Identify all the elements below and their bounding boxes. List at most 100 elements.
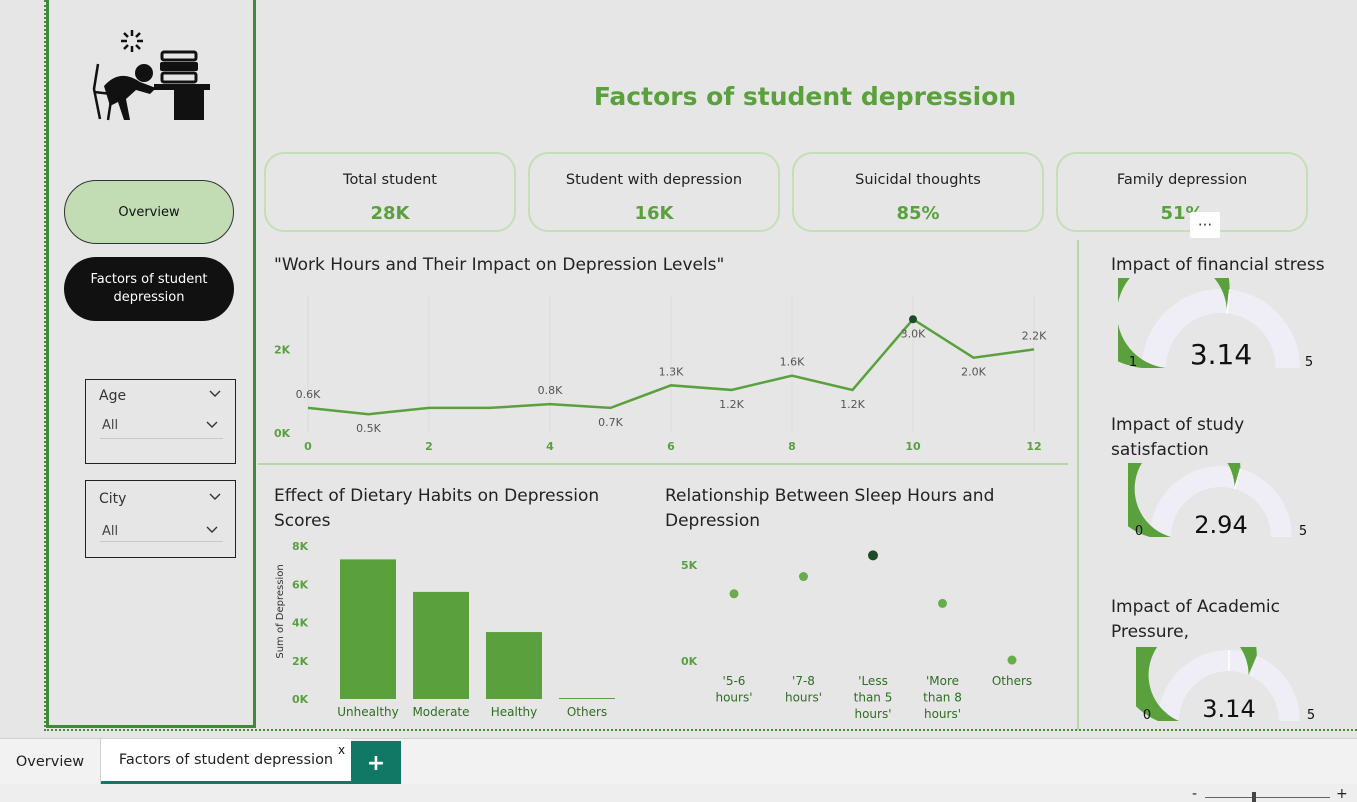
kpi-label: Total student (343, 172, 437, 188)
work-hours-line-chart[interactable]: 0K 2K 0 2 4 6 8 10 12 0.6K 0.5K 0.8K 0.7K 1.3K 1.2K 1.6… (258, 285, 1068, 460)
chevron-down-icon[interactable] (206, 421, 218, 429)
gauge-target-line (1226, 289, 1231, 314)
x-tick-label: '5-6 (723, 674, 746, 688)
x-tick-label: 0 (304, 440, 312, 453)
more-options-button[interactable]: ··· (1190, 212, 1220, 238)
financial-gauge-title: Impact of financial stress (1111, 255, 1325, 275)
age-slicer-value[interactable]: All (102, 418, 119, 433)
nav-overview-button[interactable]: Overview (64, 180, 234, 244)
financial-stress-gauge[interactable]: 3.14 1 5 (1118, 278, 1338, 374)
x-tick-label: Healthy (491, 705, 538, 719)
city-slicer[interactable]: City All (85, 480, 236, 558)
gauge-track (1150, 465, 1292, 537)
city-slicer-value[interactable]: All (102, 524, 119, 539)
x-tick-label: '7-8 (792, 674, 815, 688)
sleep-scatter-chart[interactable]: 0K 5K '5-6 hours' '7-8 hours' 'Less than 5 hours… (660, 535, 1070, 727)
gauge-track (1142, 289, 1300, 368)
data-label: 0.8K (538, 384, 563, 397)
slicer-underline (100, 541, 223, 542)
zoom-slider-thumb[interactable] (1252, 792, 1256, 802)
gauge-track (1158, 649, 1300, 721)
x-tick-label: 8 (788, 440, 796, 453)
tab-factors-of-student-depression[interactable]: Factors of student depression (101, 739, 351, 785)
zoom-out-button[interactable]: - (1192, 786, 1198, 802)
city-slicer-title: City (99, 491, 127, 507)
study-satisfaction-gauge[interactable]: 2.94 0 5 (1128, 463, 1318, 541)
x-tick-label: Unhealthy (337, 705, 398, 719)
divider-vertical (1077, 240, 1079, 730)
work-hours-chart-title: "Work Hours and Their Impact on Depressi… (274, 255, 725, 275)
add-page-button[interactable]: + (351, 741, 401, 785)
dietary-bar-chart[interactable]: Sum of Depression 0K 2K 4K 6K 8K Unhealthy Mode… (262, 535, 642, 725)
y-tick-label: 8K (292, 540, 309, 553)
x-tick-label: 6 (667, 440, 675, 453)
kpi-suicidal-thoughts: Suicidal thoughts 85% (792, 152, 1044, 232)
study-gauge-title: Impact of study satisfaction (1111, 415, 1245, 460)
zoom-slider[interactable] (1205, 797, 1330, 798)
bar (559, 698, 615, 699)
age-slicer[interactable]: Age All (85, 379, 236, 464)
x-tick-label: Others (992, 674, 1032, 688)
gauge-min-label: 1 (1129, 355, 1137, 370)
data-label: 2.2K (1022, 329, 1047, 342)
data-label: 1.6K (780, 356, 805, 369)
kpi-total-student: Total student 28K (264, 152, 516, 232)
chevron-down-icon[interactable] (206, 526, 218, 534)
scatter-point (799, 572, 808, 582)
x-tick-label: 4 (546, 440, 554, 453)
x-tick-label: hours' (854, 707, 891, 721)
y-tick-label: 5K (681, 559, 698, 572)
zoom-in-button[interactable]: + (1336, 786, 1348, 802)
chevron-down-icon[interactable] (209, 390, 221, 398)
age-slicer-title: Age (99, 388, 127, 404)
data-label: 1.2K (840, 398, 865, 411)
x-tick-label: 10 (905, 440, 921, 453)
bar (340, 559, 396, 699)
x-tick-label: 'More (926, 674, 959, 688)
bar (413, 591, 469, 699)
gauge-max-label: 5 (1299, 524, 1307, 539)
page-title: Factors of student depression (593, 82, 1017, 111)
y-tick-label: 0K (292, 693, 309, 706)
scatter-point (868, 550, 878, 561)
close-tab-icon[interactable]: x (338, 743, 346, 757)
nav-factors-button[interactable]: Factors of student depression (64, 257, 234, 321)
y-tick-label: 6K (292, 578, 309, 591)
kpi-value: 16K (634, 203, 674, 224)
data-label: 0.7K (598, 416, 623, 429)
kpi-label: Family depression (1116, 172, 1248, 188)
x-tick-label: 'Less (858, 674, 888, 688)
tab-overview[interactable]: Overview (0, 739, 101, 785)
y-axis-title: Sum of Depression (275, 564, 286, 658)
y-tick-label: 0K (681, 655, 698, 668)
gauge-max-label: 5 (1307, 708, 1315, 723)
y-tick-label: 0K (274, 427, 291, 440)
x-tick-label: hours' (924, 707, 961, 721)
x-tick-label: Others (567, 705, 607, 719)
report-canvas (44, 0, 1357, 731)
kpi-label: Student with depression (565, 172, 743, 188)
data-label: 0.5K (356, 422, 381, 435)
x-tick-label: 12 (1026, 440, 1041, 453)
highlight-point (909, 315, 917, 324)
gauge-fill (1128, 463, 1241, 537)
chevron-down-icon[interactable] (209, 493, 221, 501)
x-tick-label: 2 (425, 440, 433, 453)
gauge-fill (1136, 647, 1257, 721)
kpi-student-with-depression: Student with depression 16K (528, 152, 780, 232)
academic-pressure-gauge[interactable]: 3.14 0 5 (1136, 647, 1326, 725)
scatter-point (729, 589, 739, 599)
kpi-value: 51% (1160, 203, 1204, 224)
academic-gauge-title: Impact of Academic Pressure, (1111, 597, 1280, 642)
page-tab-bar: Overview Factors of student depression x… (0, 738, 1357, 785)
kpi-family-depression: Family depression 51% (1056, 152, 1308, 232)
status-bar: - + (0, 784, 1357, 802)
sleep-chart-title: Relationship Between Sleep Hours and Dep… (665, 486, 995, 531)
y-tick-label: 2K (292, 655, 309, 668)
kpi-value: 28K (370, 203, 410, 224)
scatter-point (1007, 655, 1017, 665)
gauge-fill (1118, 278, 1230, 368)
x-tick-label: hours' (715, 691, 752, 705)
gauge-target-line (1233, 468, 1242, 490)
gauge-min-label: 0 (1143, 708, 1151, 723)
